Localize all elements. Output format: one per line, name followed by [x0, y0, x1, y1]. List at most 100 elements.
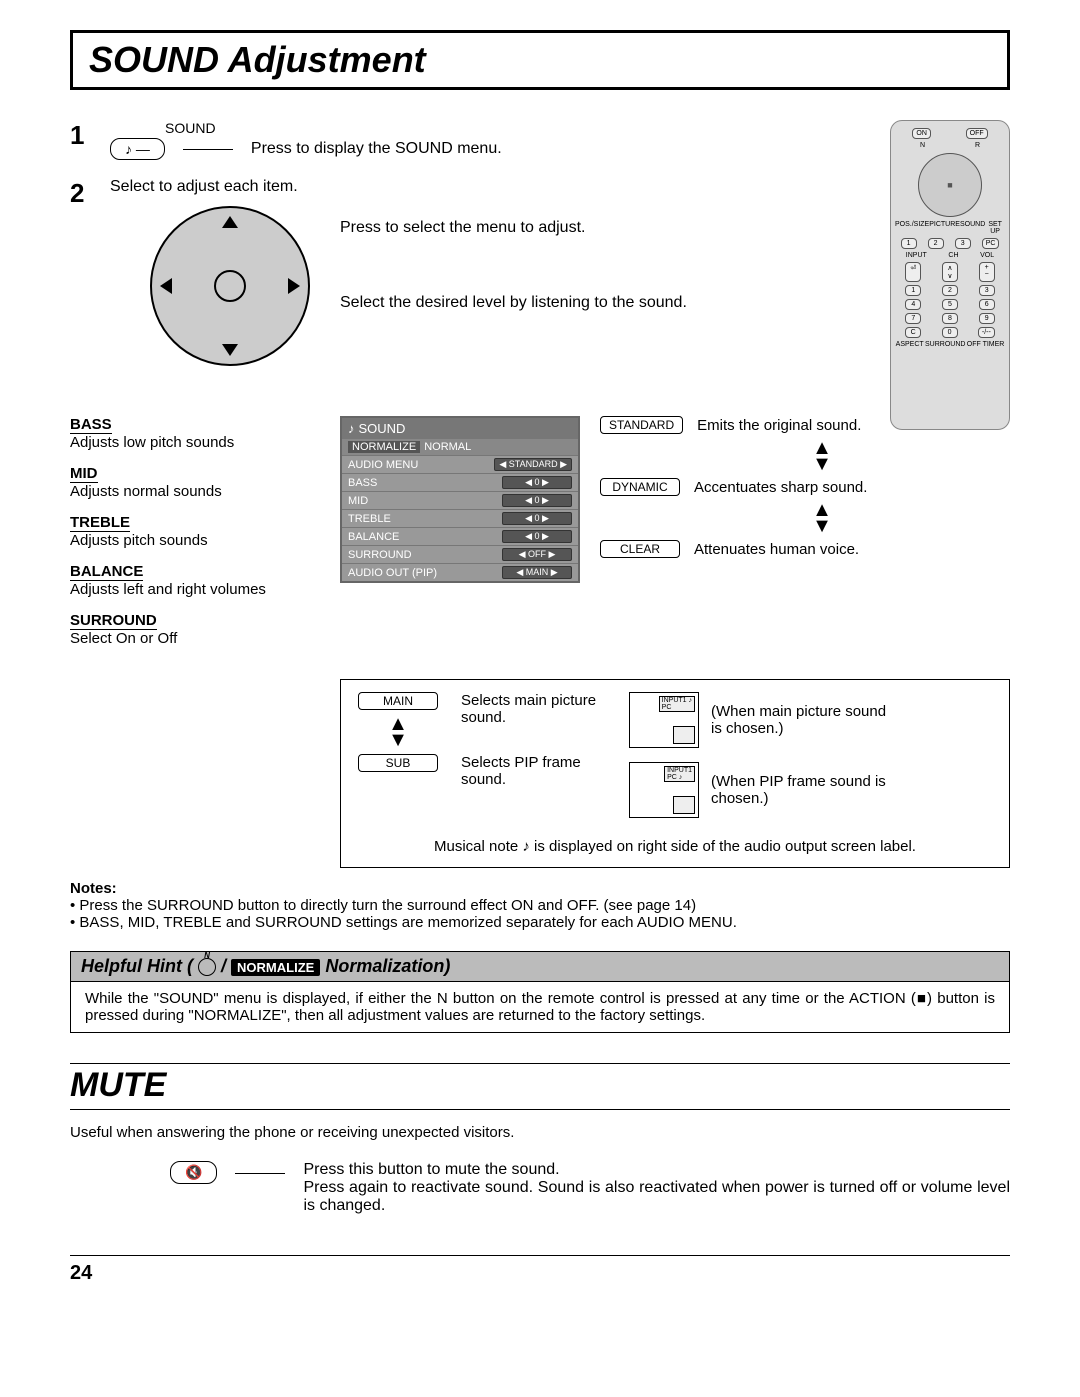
updown-arrow-icon: ▲▼: [634, 502, 1010, 534]
clear-desc: Attenuates human voice.: [694, 541, 859, 558]
standard-desc: Emits the original sound.: [697, 417, 861, 434]
osd-row-label: BALANCE: [348, 531, 399, 543]
surround-desc: Select On or Off: [70, 630, 320, 647]
remote-num: 6: [979, 299, 995, 310]
remote-off: OFF: [966, 128, 988, 139]
step-2-text: Select to adjust each item.: [110, 178, 1010, 196]
pip-panel: MAIN ▲▼ SUB Selects main picture sound. …: [340, 679, 1010, 868]
pip-thumb-main: INPUT1 ♪PC: [629, 692, 699, 748]
connector-line: [235, 1173, 285, 1174]
osd-normalize-tag: NORMALIZE: [348, 441, 420, 453]
arrow-right-icon: [288, 278, 300, 294]
remote-lbl: POS./SIZE: [895, 221, 929, 235]
dynamic-desc: Accentuates sharp sound.: [694, 479, 867, 496]
main-note: (When main picture sound is chosen.): [711, 703, 891, 737]
mute-line-1: Press this button to mute the sound.: [303, 1161, 1010, 1179]
main-desc: Selects main picture sound.: [461, 692, 611, 726]
arrow-left-icon: [160, 278, 172, 294]
notes-block: Notes: • Press the SURROUND button to di…: [70, 880, 1010, 931]
dpad-large-icon: [150, 206, 310, 366]
mid-desc: Adjusts normal sounds: [70, 483, 320, 500]
connector-line: [183, 149, 233, 150]
step-2: 2 Select to adjust each item. Press to s…: [70, 178, 1010, 366]
sub-note: (When PIP frame sound is chosen.): [711, 773, 891, 807]
remote-btn: 2: [928, 238, 944, 249]
osd-row: BALANCE ◀ 0 ▶: [342, 527, 578, 545]
notes-label: Notes:: [70, 880, 1010, 897]
hint-title-c: Normalization): [325, 956, 450, 976]
remote-lbl: PICTURE: [929, 221, 960, 235]
osd-row: AUDIO MENU◀ STANDARD ▶: [342, 455, 578, 473]
remote-btn: +−: [979, 262, 995, 282]
remote-num: 3: [979, 285, 995, 296]
remote-num: 4: [905, 299, 921, 310]
note-1: • Press the SURROUND button to directly …: [70, 897, 1010, 914]
remote-num: 7: [905, 313, 921, 324]
hint-box: Helpful Hint ( / NORMALIZE Normalization…: [70, 951, 1010, 1033]
remote-btn: ⏎: [905, 262, 921, 282]
title-box: SOUND Adjustment: [70, 30, 1010, 90]
osd-row-label: TREBLE: [348, 513, 391, 525]
balance-name: BALANCE: [70, 563, 143, 581]
remote-lbl: INPUT: [906, 252, 927, 259]
page-number: 24: [70, 1262, 1010, 1285]
step-1-num: 1: [70, 120, 110, 151]
arrow-down-icon: [222, 344, 238, 356]
surround-name: SURROUND: [70, 612, 157, 630]
osd-row: AUDIO OUT (PIP)◀ MAIN ▶: [342, 563, 578, 581]
osd-row: MID◀ 0 ▶: [342, 491, 578, 509]
remote-lbl: SOUND: [960, 221, 985, 235]
footer-rule: [70, 1255, 1010, 1256]
parameter-list: BASS Adjusts low pitch sounds MID Adjust…: [70, 416, 320, 661]
hint-title-b: /: [221, 956, 231, 976]
osd-row: TREBLE ◀ 0 ▶: [342, 509, 578, 527]
remote-num: 2: [942, 285, 958, 296]
osd-row-val: ◀ 0 ▶: [502, 512, 572, 525]
remote-r-label: R: [975, 142, 980, 149]
remote-lbl: ASPECT: [896, 341, 924, 348]
osd-row-val: ◀ OFF ▶: [502, 548, 572, 561]
normalize-tag: NORMALIZE: [231, 959, 320, 976]
note-2: • BASS, MID, TREBLE and SURROUND setting…: [70, 914, 1010, 931]
mid-name: MID: [70, 465, 98, 483]
remote-num: 5: [942, 299, 958, 310]
step-1-text: Press to display the SOUND menu.: [251, 140, 502, 158]
dynamic-tag: DYNAMIC: [600, 478, 680, 496]
osd-row-label: BASS: [348, 477, 377, 489]
bass-desc: Adjusts low pitch sounds: [70, 434, 320, 451]
remote-num: 1: [905, 285, 921, 296]
updown-arrow-icon: ▲▼: [353, 716, 443, 748]
osd-row-val: ◀ 0 ▶: [502, 530, 572, 543]
mute-title: MUTE: [70, 1063, 1010, 1110]
balance-desc: Adjusts left and right volumes: [70, 581, 320, 598]
osd-row-label: AUDIO OUT (PIP): [348, 567, 437, 579]
mute-line-2: Press again to reactivate sound. Sound i…: [303, 1179, 1010, 1215]
osd-row-val: ◀ 0 ▶: [502, 494, 572, 507]
step-2-line-b: Select the desired level by listening to…: [340, 281, 687, 326]
remote-lbl: CH: [948, 252, 958, 259]
remote-lbl: SET UP: [985, 221, 1005, 235]
treble-desc: Adjusts pitch sounds: [70, 532, 320, 549]
remote-dpad-icon: [918, 153, 982, 217]
osd-row-label: AUDIO MENU: [348, 459, 418, 471]
remote-lbl: VOL: [980, 252, 994, 259]
clear-tag: CLEAR: [600, 540, 680, 558]
arrow-up-icon: [222, 216, 238, 228]
remote-btn: 1: [901, 238, 917, 249]
remote-btn: 3: [955, 238, 971, 249]
osd-title: ♪SOUND: [342, 418, 578, 439]
osd-row-val: ◀ 0 ▶: [502, 476, 572, 489]
pip-thumb-label: INPUT1 ♪: [662, 697, 692, 704]
n-button-icon: [198, 958, 216, 976]
treble-name: TREBLE: [70, 514, 130, 532]
hint-title: Helpful Hint ( / NORMALIZE Normalization…: [71, 952, 1009, 982]
note-icon: ♪: [348, 421, 355, 436]
remote-btn: ∧∨: [942, 262, 958, 282]
pip-thumb-label: INPUT1: [667, 767, 692, 774]
remote-num: 8: [942, 313, 958, 324]
mute-button-row: 🔇 Press this button to mute the sound. P…: [170, 1161, 1010, 1215]
remote-lbl: OFF TIMER: [967, 341, 1005, 348]
osd-normalize-row: NORMALIZENORMAL: [342, 439, 578, 455]
osd-menu: ♪SOUND NORMALIZENORMAL AUDIO MENU◀ STAND…: [340, 416, 580, 583]
parameters-section: BASS Adjusts low pitch sounds MID Adjust…: [70, 416, 1010, 661]
